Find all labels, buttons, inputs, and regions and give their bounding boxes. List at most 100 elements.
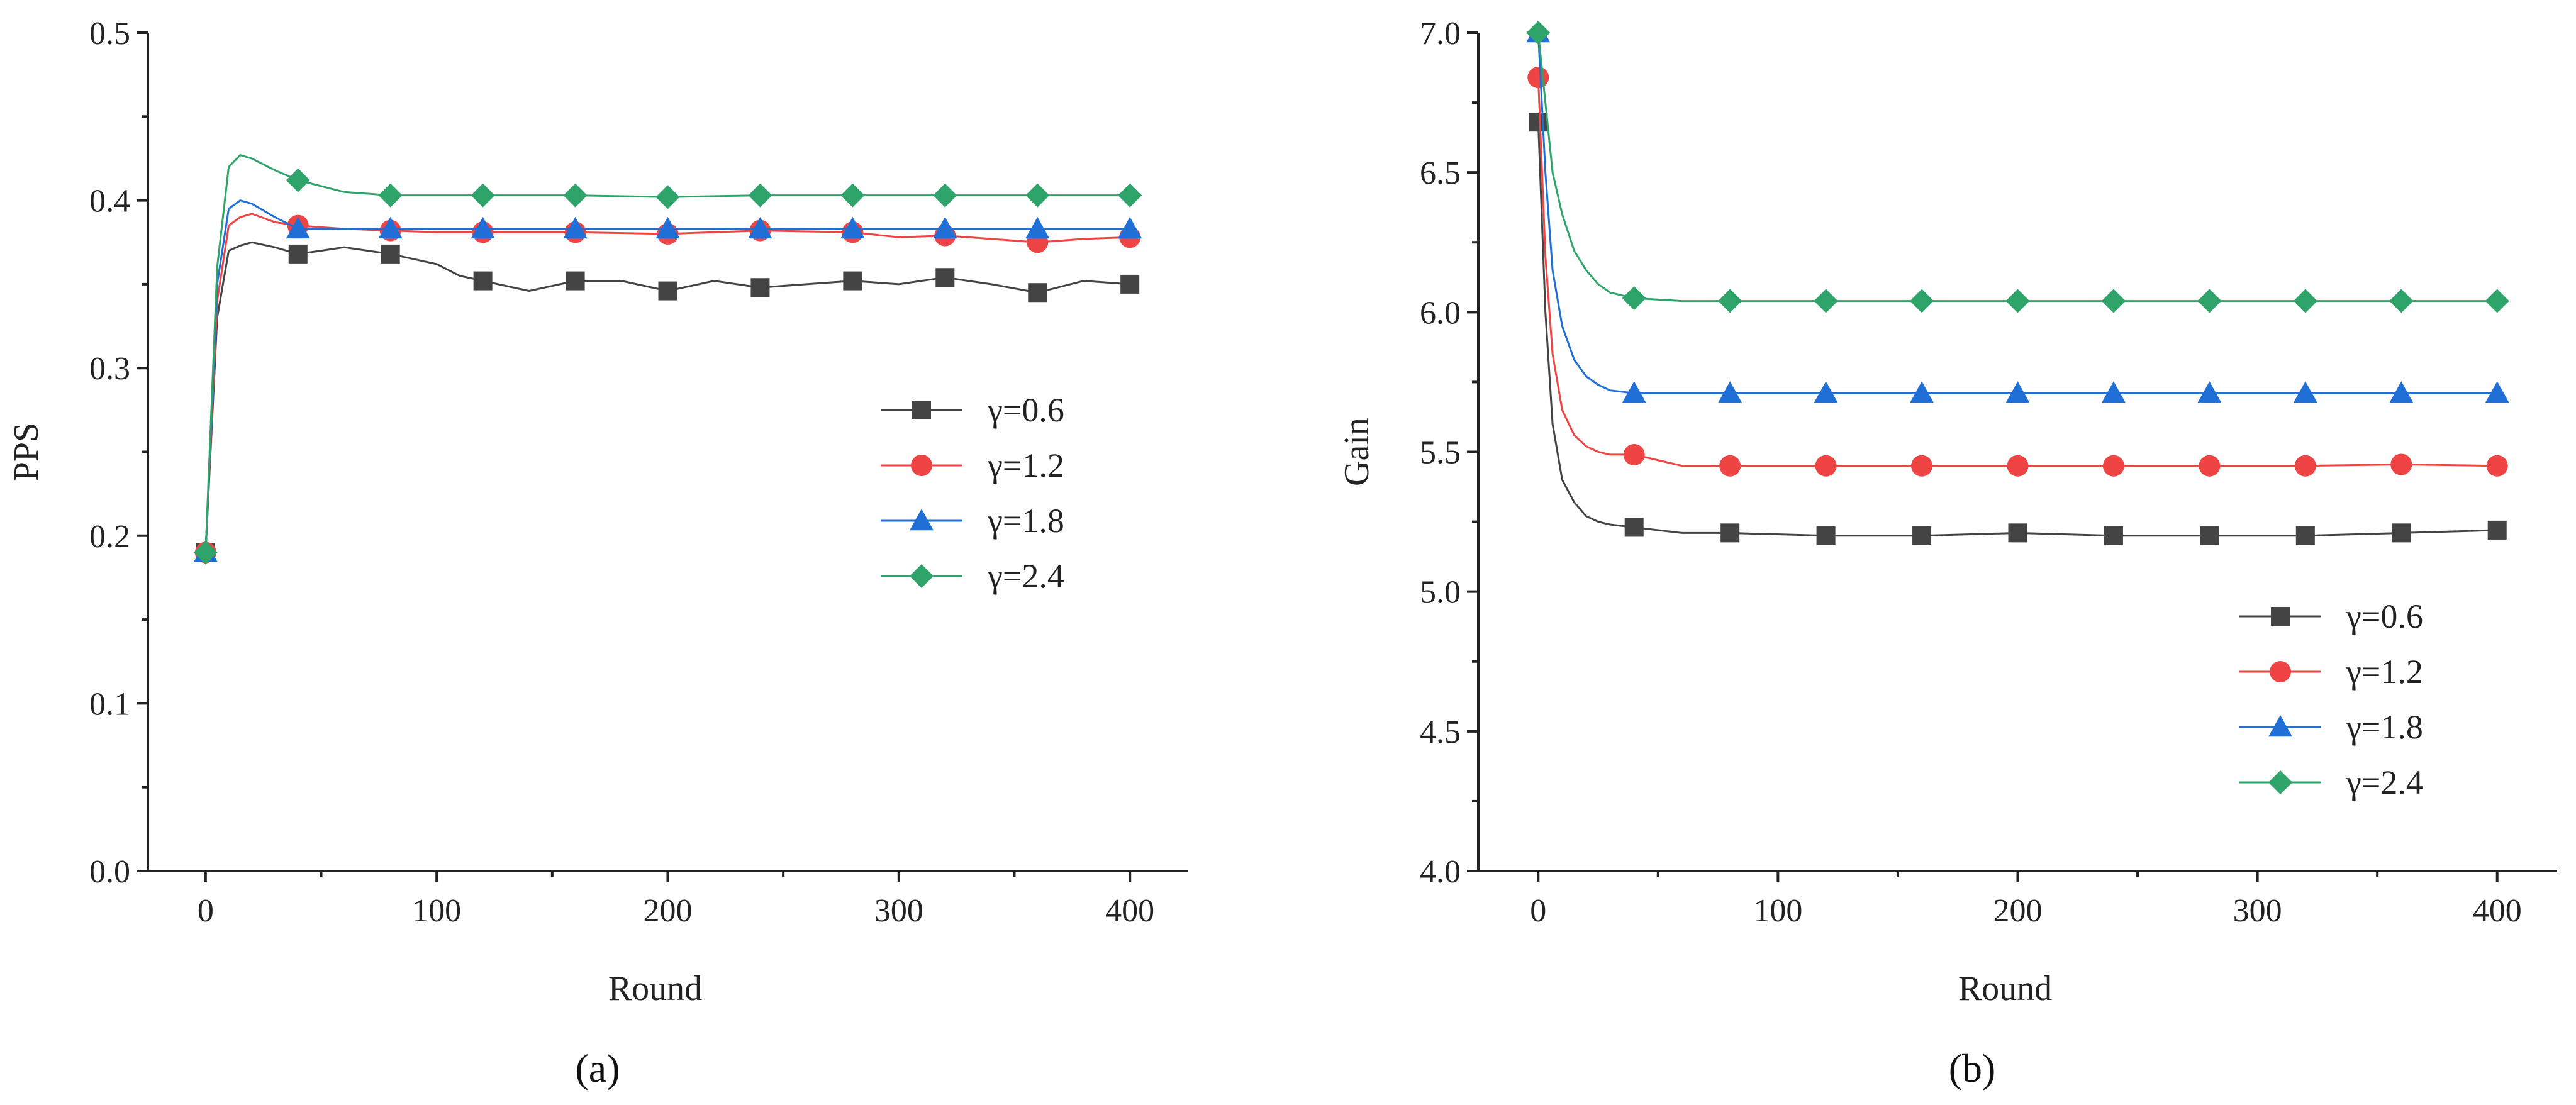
data-point-series-4 bbox=[193, 540, 218, 565]
legend-label-4: γ=2.4 bbox=[2346, 764, 2423, 801]
x-tick-label: 100 bbox=[1753, 893, 1802, 929]
data-point-series-3 bbox=[2197, 381, 2222, 403]
y-tick-label: 4.5 bbox=[1420, 714, 1461, 750]
y-tick-label: 0.3 bbox=[89, 351, 130, 387]
data-point-series-4 bbox=[2293, 289, 2317, 313]
legend-marker-2 bbox=[911, 455, 932, 476]
data-point-series-2 bbox=[1815, 455, 1837, 477]
data-point-series-3 bbox=[2389, 381, 2414, 403]
data-point-series-4 bbox=[2101, 289, 2126, 313]
data-point-series-4 bbox=[286, 168, 310, 192]
y-tick-label: 0.4 bbox=[89, 184, 130, 219]
data-point-series-3 bbox=[1118, 216, 1142, 239]
y-axis-title: PPS bbox=[7, 423, 46, 481]
data-point-series-1 bbox=[1120, 274, 1140, 294]
data-point-series-1 bbox=[473, 271, 493, 291]
data-point-series-1 bbox=[2008, 523, 2027, 543]
data-point-series-3 bbox=[286, 216, 310, 239]
data-point-series-1 bbox=[1720, 523, 1740, 543]
legend-marker-1 bbox=[912, 401, 931, 419]
data-point-series-4 bbox=[748, 183, 772, 208]
panel-label-a: (a) bbox=[575, 1046, 620, 1091]
data-point-series-1 bbox=[2200, 526, 2219, 545]
legend-label-2: γ=1.2 bbox=[2346, 653, 2423, 691]
x-axis-title: Round bbox=[608, 969, 702, 1008]
y-axis-title: Gain bbox=[1337, 418, 1376, 486]
data-point-series-4 bbox=[2005, 289, 2030, 313]
x-tick-label: 200 bbox=[644, 893, 693, 929]
data-point-series-4 bbox=[2485, 289, 2509, 313]
data-point-series-3 bbox=[748, 216, 772, 239]
data-point-series-4 bbox=[1910, 289, 1934, 313]
y-tick-label: 5.5 bbox=[1420, 435, 1461, 471]
data-point-series-3 bbox=[471, 216, 495, 239]
data-point-series-4 bbox=[933, 183, 957, 208]
data-point-series-1 bbox=[2392, 523, 2411, 543]
data-point-series-1 bbox=[2295, 526, 2315, 545]
data-point-series-4 bbox=[471, 183, 495, 208]
data-point-series-4 bbox=[2197, 289, 2222, 313]
data-point-series-2 bbox=[2199, 455, 2221, 477]
x-tick-label: 300 bbox=[2233, 893, 2282, 929]
data-point-series-1 bbox=[843, 271, 862, 291]
x-tick-label: 300 bbox=[874, 893, 923, 929]
data-point-series-3 bbox=[1814, 381, 1838, 403]
data-point-series-3 bbox=[1718, 381, 1742, 403]
legend-marker-3 bbox=[2268, 715, 2292, 737]
x-tick-label: 200 bbox=[1993, 893, 2043, 929]
data-point-series-3 bbox=[378, 216, 403, 239]
data-point-series-1 bbox=[658, 281, 677, 301]
data-point-series-1 bbox=[1912, 526, 1932, 545]
y-tick-label: 0.5 bbox=[89, 16, 130, 52]
data-point-series-2 bbox=[2390, 453, 2412, 475]
data-point-series-4 bbox=[1814, 289, 1838, 313]
data-point-series-2 bbox=[2294, 455, 2316, 477]
legend-label-3: γ=1.8 bbox=[2346, 708, 2423, 746]
panel-a-chart: 0.0 0.1 0.2 0.3 0.4 0.5 0 100 200 300 400 Round PPS γ… bbox=[7, 16, 1188, 1008]
series-line-1 bbox=[204, 241, 1130, 553]
legend-label-3: γ=1.8 bbox=[987, 502, 1064, 540]
data-point-series-4 bbox=[563, 183, 588, 208]
data-point-series-4 bbox=[2389, 289, 2414, 313]
data-point-series-3 bbox=[2005, 381, 2030, 403]
x-tick-label: 0 bbox=[1530, 893, 1546, 929]
data-point-series-4 bbox=[1622, 286, 1646, 311]
data-point-series-2 bbox=[2102, 455, 2124, 477]
data-point-series-4 bbox=[1025, 183, 1050, 208]
data-point-series-2 bbox=[2486, 455, 2508, 477]
data-point-series-2 bbox=[1527, 67, 1549, 89]
legend-label-4: γ=2.4 bbox=[987, 557, 1064, 595]
data-point-series-3 bbox=[933, 216, 957, 239]
data-point-series-4 bbox=[1526, 21, 1551, 45]
data-point-series-4 bbox=[378, 183, 403, 208]
data-point-series-1 bbox=[1529, 113, 1548, 132]
legend-label-1: γ=0.6 bbox=[2346, 597, 2423, 635]
y-tick-label: 7.0 bbox=[1420, 16, 1461, 52]
y-tick-label: 6.0 bbox=[1420, 295, 1461, 331]
data-point-series-2 bbox=[1719, 455, 1741, 477]
data-point-series-1 bbox=[2104, 526, 2123, 545]
data-point-series-2 bbox=[1623, 443, 1645, 465]
y-tick-label: 6.5 bbox=[1420, 155, 1461, 191]
data-point-series-1 bbox=[566, 271, 585, 291]
y-tick-label: 4.0 bbox=[1420, 854, 1461, 890]
data-point-series-4 bbox=[655, 185, 680, 209]
panel-label-b: (b) bbox=[1949, 1046, 1996, 1091]
data-point-series-3 bbox=[840, 216, 865, 239]
legend: γ=0.6 γ=1.2 γ=1.8 γ=2.4 bbox=[2239, 597, 2423, 801]
y-tick-label: 5.0 bbox=[1420, 575, 1461, 611]
data-point-series-3 bbox=[655, 216, 680, 239]
data-point-series-3 bbox=[1622, 381, 1646, 403]
x-axis-title: Round bbox=[1958, 969, 2052, 1008]
data-point-series-1 bbox=[1028, 283, 1047, 303]
data-point-series-2 bbox=[1911, 455, 1933, 477]
data-point-series-2 bbox=[2007, 455, 2029, 477]
y-tick-label: 0.2 bbox=[89, 519, 130, 555]
y-tick-label: 0.1 bbox=[89, 686, 130, 722]
data-point-series-4 bbox=[840, 183, 865, 208]
y-tick-label: 0.0 bbox=[89, 854, 130, 890]
data-point-series-1 bbox=[1816, 526, 1836, 545]
data-point-series-3 bbox=[2101, 381, 2126, 403]
data-point-series-4 bbox=[1118, 183, 1142, 208]
